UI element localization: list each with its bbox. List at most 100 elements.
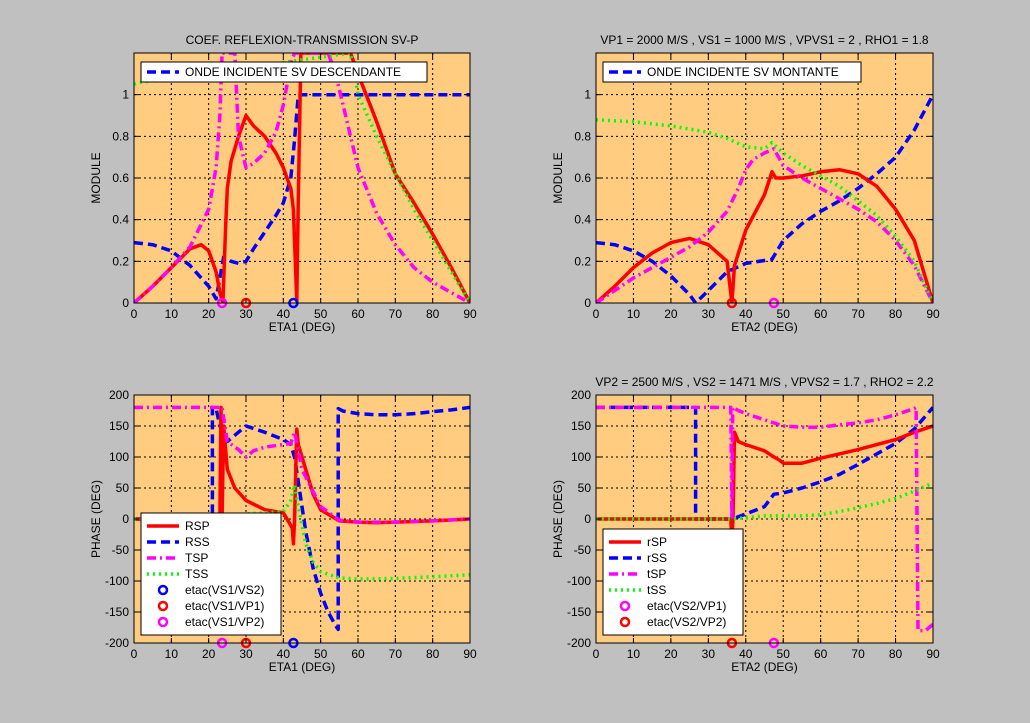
x-tick-label: 90: [463, 307, 477, 321]
series-line-rSP: [596, 167, 933, 303]
y-tick-label: 0: [122, 296, 129, 310]
x-tick-label: 0: [593, 307, 600, 321]
y-tick-label: 100: [109, 450, 129, 464]
x-axis-label: ETA1 (DEG): [269, 320, 335, 334]
series-line-TSP: [134, 405, 470, 524]
y-tick-label: -100: [105, 574, 129, 588]
legend-label: etac(VS2/VP1): [647, 599, 726, 613]
series-line-tSP: [596, 147, 933, 303]
legend-label: RSP: [185, 519, 210, 533]
x-axis-label: ETA1 (DEG): [269, 660, 335, 674]
series-line-tSS: [596, 481, 933, 521]
x-tick-label: 10: [627, 307, 641, 321]
x-tick-label: 90: [926, 307, 940, 321]
legend-label: etac(VS1/VS2): [185, 583, 264, 597]
series-line-rSS: [596, 93, 933, 303]
y-tick-label: 1: [584, 88, 591, 102]
x-tick-label: 30: [702, 647, 716, 661]
grid: [134, 53, 470, 303]
y-tick-label: 0.6: [574, 171, 591, 185]
x-tick-label: 70: [389, 307, 403, 321]
y-tick-label: 1: [122, 88, 129, 102]
legend-swatch: [619, 600, 631, 612]
legend-label: ONDE INCIDENTE SV DESCENDANTE: [185, 65, 401, 79]
x-tick-label: 0: [131, 647, 138, 661]
x-tick-label: 30: [702, 307, 716, 321]
x-tick-label: 10: [165, 307, 179, 321]
x-tick-label: 70: [389, 647, 403, 661]
y-tick-label: -200: [567, 636, 591, 650]
legend-label: etac(VS1/VP1): [185, 599, 264, 613]
legend-label: ONDE INCIDENTE SV MONTANTE: [647, 65, 839, 79]
legend-swatch: [619, 616, 631, 628]
legend-box: [140, 512, 282, 636]
x-tick-label: 60: [814, 307, 828, 321]
y-axis-label: PHASE (DEG): [551, 480, 565, 558]
series-line-TSP: [134, 53, 470, 303]
x-tick-label: 50: [314, 307, 328, 321]
chart-title: VP2 = 2500 M/S , VS2 = 1471 M/S , VPVS2 …: [595, 375, 934, 389]
chart-panel-3: 0 10 20 30 40 50 60 70 80 90 -200 -150 -100 -50 0 50 100…: [89, 388, 477, 674]
legend-label: tSS: [647, 583, 666, 597]
y-tick-label: 0: [584, 512, 591, 526]
y-tick-label: 150: [571, 419, 591, 433]
legend-label: etac(VS2/VP2): [647, 615, 726, 629]
x-axis-label: ETA2 (DEG): [731, 320, 797, 334]
x-tick-label: 50: [777, 307, 791, 321]
x-tick-label: 20: [664, 307, 678, 321]
legend: rSP rSS tSP tSS etac(VS2/VP1) etac(VS2/VP2): [602, 528, 744, 636]
x-tick-label: 60: [814, 647, 828, 661]
chart-panel-1: 0 10 20 30 40 50 60 70 80 90 0 0.2 0.4 0.6 0.8 1 COEF. R…: [89, 33, 477, 334]
y-tick-label: -50: [574, 543, 592, 557]
legend-label: RSS: [185, 535, 210, 549]
x-tick-label: 20: [202, 647, 216, 661]
y-tick-label: 150: [109, 419, 129, 433]
legend-label: rSS: [647, 551, 667, 565]
series-line-RSS: [134, 92, 470, 301]
x-tick-label: 20: [664, 647, 678, 661]
chart-panel-4: 0 10 20 30 40 50 60 70 80 90 -200 -150 -100 -50 0 50 100…: [551, 375, 940, 674]
x-tick-label: 30: [239, 307, 253, 321]
x-tick-label: 0: [131, 307, 138, 321]
x-tick-label: 80: [426, 647, 440, 661]
y-tick-label: 50: [116, 481, 130, 495]
x-tick-label: 20: [202, 307, 216, 321]
x-tick-label: 40: [739, 647, 753, 661]
y-axis-label: MODULE: [89, 152, 103, 203]
y-axis-label: PHASE (DEG): [89, 480, 103, 558]
y-tick-label: 0: [122, 512, 129, 526]
legend-box: [602, 61, 862, 83]
series-group: [596, 93, 933, 303]
legend-swatch: [157, 584, 169, 596]
x-tick-label: 40: [277, 647, 291, 661]
x-tick-label: 90: [926, 647, 940, 661]
y-tick-label: 0.8: [574, 129, 591, 143]
series-line-tSP: [596, 405, 933, 633]
y-tick-label: -150: [567, 605, 591, 619]
y-tick-label: -50: [112, 543, 130, 557]
series-group: [134, 405, 470, 632]
legend-label: etac(VS1/VP2): [185, 615, 264, 629]
legend: RSP RSS TSP TSS etac(VS1/VS2) etac(VS1/VP1) et…: [140, 512, 282, 636]
legend-label: TSS: [185, 567, 208, 581]
x-tick-label: 70: [851, 307, 865, 321]
chart-title: COEF. REFLEXION-TRANSMISSION SV-P: [186, 33, 419, 47]
series-line-tSS: [596, 117, 933, 303]
y-axis-label: MODULE: [551, 152, 565, 203]
y-tick-label: 0.4: [574, 213, 591, 227]
x-tick-label: 40: [277, 307, 291, 321]
y-tick-label: -200: [105, 636, 129, 650]
x-tick-label: 80: [889, 307, 903, 321]
y-tick-label: 0.2: [574, 254, 591, 268]
legend-box: [140, 61, 428, 83]
x-tick-label: 80: [889, 647, 903, 661]
legend-swatch: [157, 616, 169, 628]
y-tick-label: 100: [571, 450, 591, 464]
x-tick-label: 50: [314, 647, 328, 661]
legend-swatch: [157, 600, 169, 612]
y-tick-label: 200: [109, 388, 129, 402]
y-tick-label: 0.2: [112, 254, 129, 268]
y-tick-label: 50: [578, 481, 592, 495]
series-line-RSS: [134, 405, 470, 632]
